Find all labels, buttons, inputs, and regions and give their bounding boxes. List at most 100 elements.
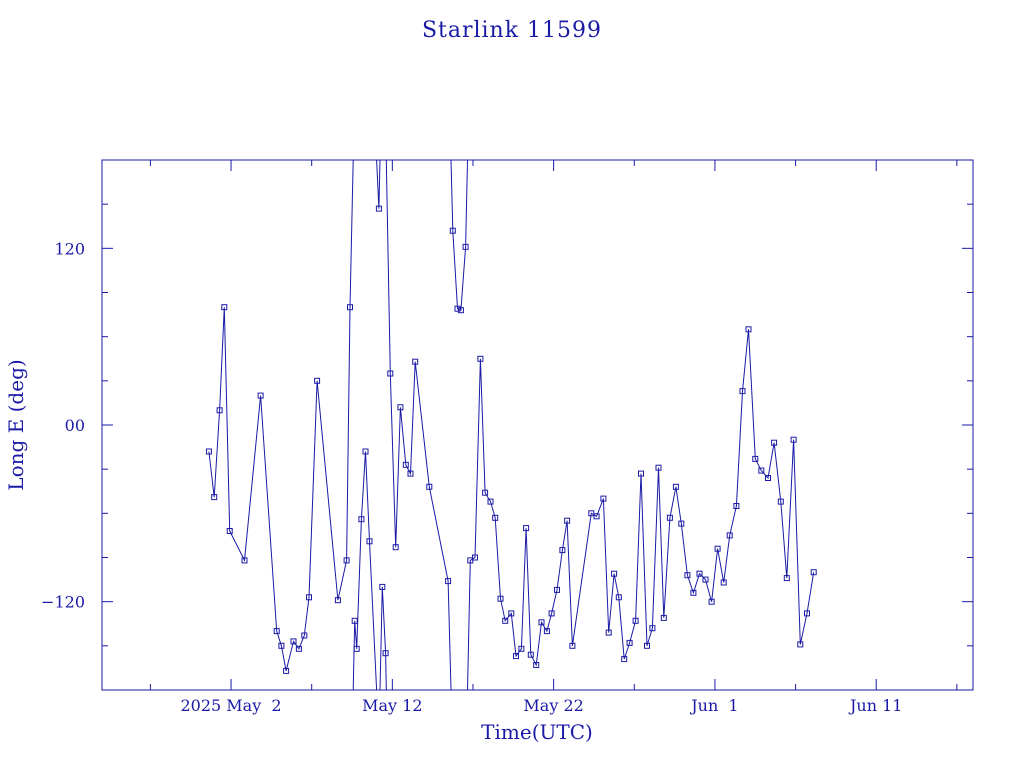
data-point xyxy=(559,547,566,554)
data-point xyxy=(353,645,360,652)
data-point xyxy=(726,532,733,539)
series-layer xyxy=(205,160,817,690)
data-point xyxy=(278,642,285,649)
data-point xyxy=(804,610,810,617)
y-tick-label: 00 xyxy=(65,416,85,435)
data-point xyxy=(611,570,618,577)
data-point xyxy=(290,638,297,645)
chart-title: Starlink 11599 xyxy=(422,18,602,43)
data-point xyxy=(462,243,469,250)
data-point xyxy=(283,667,290,674)
x-tick-label: May 12 xyxy=(362,696,422,715)
data-point xyxy=(758,467,765,474)
data-point xyxy=(644,642,650,649)
data-point xyxy=(482,489,489,496)
data-point xyxy=(777,498,784,505)
data-point xyxy=(696,570,703,577)
data-point xyxy=(351,617,358,624)
series-line xyxy=(208,160,815,690)
data-point xyxy=(690,589,697,596)
data-point xyxy=(543,628,550,635)
data-point xyxy=(273,628,280,635)
data-point xyxy=(523,525,530,532)
data-point xyxy=(569,642,576,649)
data-point xyxy=(457,307,464,314)
data-point xyxy=(666,514,673,521)
data-point xyxy=(472,554,478,561)
data-point xyxy=(375,205,382,212)
data-point xyxy=(626,639,633,646)
data-point xyxy=(790,436,797,443)
data-point xyxy=(211,494,218,501)
data-point xyxy=(797,641,804,648)
data-point xyxy=(708,598,715,605)
data-point xyxy=(407,470,414,477)
data-point xyxy=(810,569,817,576)
data-point xyxy=(392,544,399,551)
y-tick-label: 120 xyxy=(54,239,85,258)
y-axis: 120 00 −120 xyxy=(41,203,973,647)
data-point xyxy=(487,498,494,505)
data-point xyxy=(301,632,308,639)
data-point xyxy=(684,572,691,579)
data-point xyxy=(771,439,778,446)
data-point xyxy=(358,516,365,523)
data-point xyxy=(397,404,404,411)
data-point xyxy=(508,610,515,617)
data-point xyxy=(502,617,509,624)
x-tick-label: Jun 11 xyxy=(848,696,902,715)
data-point xyxy=(518,645,525,652)
data-point xyxy=(678,520,685,527)
data-point xyxy=(621,656,628,663)
data-point xyxy=(649,625,656,632)
data-point xyxy=(295,645,302,652)
data-point xyxy=(752,455,759,462)
data-point xyxy=(362,448,369,455)
x-tick-label: May 22 xyxy=(523,696,583,715)
data-point xyxy=(554,586,560,593)
data-point xyxy=(765,475,771,481)
data-point xyxy=(366,538,373,545)
data-point xyxy=(314,377,321,384)
data-point xyxy=(426,483,433,490)
data-point xyxy=(497,595,504,602)
data-point xyxy=(564,517,571,524)
data-point xyxy=(632,617,639,624)
data-point xyxy=(739,388,746,395)
y-tick-label: −120 xyxy=(41,593,85,612)
data-point xyxy=(783,575,790,582)
data-point xyxy=(387,370,394,377)
data-point xyxy=(548,610,555,617)
data-point xyxy=(702,576,709,583)
data-point xyxy=(533,662,540,668)
data-point xyxy=(257,392,264,399)
data-point xyxy=(477,355,484,362)
y-axis-title: Long E (deg) xyxy=(4,359,28,490)
data-point xyxy=(449,227,456,234)
x-axis-title: Time(UTC) xyxy=(481,720,593,744)
x-tick-label: Jun 1 xyxy=(689,696,738,715)
data-point xyxy=(538,619,545,626)
data-point xyxy=(347,304,353,311)
data-point xyxy=(513,653,519,660)
x-axis: 2025 May 2 May 12 May 22 Jun 1 Jun 11 xyxy=(149,160,958,715)
data-point xyxy=(733,503,740,509)
data-point xyxy=(593,513,600,520)
data-point xyxy=(334,597,341,604)
data-point xyxy=(638,470,644,477)
data-point xyxy=(343,557,350,564)
data-point xyxy=(492,514,499,521)
data-point xyxy=(205,448,212,455)
data-point xyxy=(402,461,409,468)
data-point xyxy=(660,614,667,621)
data-point xyxy=(605,629,612,636)
data-point xyxy=(655,464,662,471)
data-point xyxy=(454,305,461,312)
data-point xyxy=(615,594,622,601)
data-point xyxy=(221,304,228,311)
data-point xyxy=(714,545,721,552)
data-point xyxy=(445,578,452,585)
data-point xyxy=(379,583,386,590)
data-point xyxy=(241,557,248,564)
